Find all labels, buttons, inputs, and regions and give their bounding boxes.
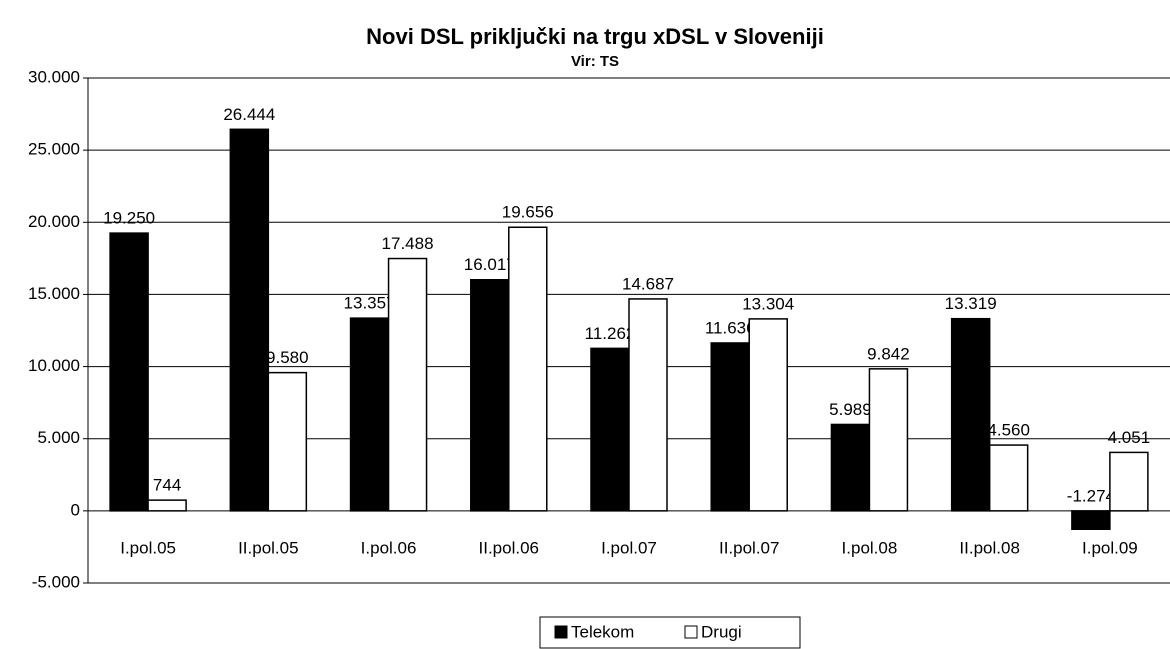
- legend-swatch: [554, 625, 568, 639]
- y-tick-label: 0: [71, 500, 80, 519]
- value-label: 13.319: [945, 294, 997, 313]
- bar: [950, 317, 991, 512]
- legend-label: Telekom: [571, 622, 634, 641]
- y-tick-label: 20.000: [28, 212, 80, 231]
- x-tick-label: I.pol.05: [120, 538, 176, 557]
- bar: [508, 226, 548, 512]
- value-label: 26.444: [223, 105, 275, 124]
- value-label: 5.989: [829, 400, 872, 419]
- legend-box: [539, 616, 801, 649]
- y-tick-label: 30.000: [28, 67, 80, 86]
- value-label: 4.051: [1108, 428, 1151, 447]
- value-label: 4.560: [987, 421, 1030, 440]
- value-label: 9.580: [266, 348, 309, 367]
- chart-subtitle: Vir: TS: [571, 53, 619, 70]
- x-tick-label: I.pol.08: [842, 538, 898, 557]
- legend-label: Drugi: [701, 622, 742, 641]
- bar: [710, 342, 750, 512]
- y-tick-label: -5.000: [32, 572, 80, 591]
- bar: [387, 257, 428, 512]
- value-label: 744: [153, 476, 181, 495]
- bar: [988, 444, 1029, 512]
- x-tick-label: I.pol.09: [1082, 538, 1138, 557]
- value-label: 17.488: [382, 234, 434, 253]
- y-tick-label: 25.000: [28, 140, 80, 159]
- x-tick-label: I.pol.07: [601, 538, 657, 557]
- bar: [109, 232, 149, 512]
- bar: [748, 318, 788, 512]
- value-label: -1.274: [1067, 486, 1115, 505]
- y-tick-label: 10.000: [28, 356, 80, 375]
- y-tick-label: 5.000: [37, 428, 80, 447]
- value-label: 13.304: [742, 294, 794, 313]
- legend-swatch: [684, 625, 698, 639]
- value-label: 9.842: [867, 344, 910, 363]
- x-tick-label: II.pol.06: [479, 538, 540, 557]
- bar: [628, 298, 668, 512]
- bar: [229, 128, 270, 512]
- x-tick-label: II.pol.08: [959, 538, 1020, 557]
- value-label: 11.636: [705, 318, 756, 337]
- value-label: 13.357: [344, 294, 396, 313]
- value-label: 19.250: [103, 209, 155, 228]
- value-label: 16.017: [464, 255, 516, 274]
- y-tick-label: 15.000: [28, 284, 80, 303]
- bar: [349, 317, 390, 512]
- bar: [868, 368, 909, 512]
- bar: [590, 347, 630, 512]
- chart-title: Novi DSL priključki na trgu xDSL v Slove…: [366, 24, 824, 49]
- value-label: 11.262: [585, 324, 636, 343]
- bar: [147, 499, 187, 512]
- bar: [1071, 510, 1111, 530]
- value-label: 19.656: [502, 203, 554, 222]
- x-tick-label: II.pol.07: [719, 538, 780, 557]
- value-label: 14.687: [622, 274, 674, 293]
- x-tick-label: II.pol.05: [238, 538, 299, 557]
- bar: [1109, 451, 1149, 512]
- x-tick-label: I.pol.06: [361, 538, 417, 557]
- bar: [470, 279, 510, 512]
- bar: [267, 371, 308, 512]
- bar: [830, 423, 871, 512]
